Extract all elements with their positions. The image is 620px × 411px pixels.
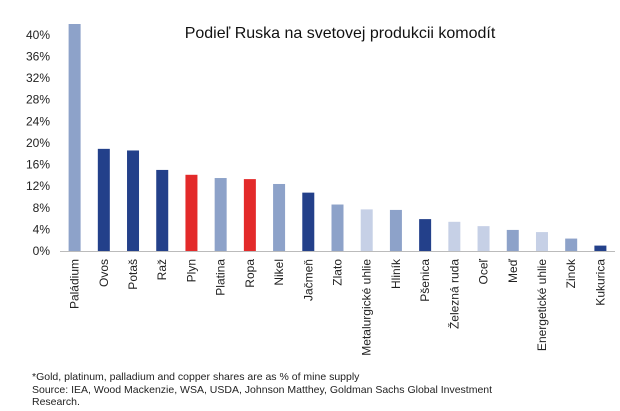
x-tick-label: Jačmeň <box>301 259 315 301</box>
chart-title: Podieľ Ruska na svetovej produkcii komod… <box>185 25 496 42</box>
y-tick-label: 36% <box>26 49 50 63</box>
x-axis-labels: Paládium Ovos Potaš Raž Plyn Platina Ropa Nikel… <box>68 258 608 356</box>
bar <box>448 221 461 251</box>
y-tick-label: 28% <box>26 93 50 107</box>
x-tick-label: Metalurgické uhlie <box>360 259 374 356</box>
source-line-2: Research. <box>32 396 80 408</box>
bar <box>419 219 432 251</box>
bar <box>565 238 578 251</box>
x-tick-label: Meď <box>506 258 520 283</box>
y-tick-label: 32% <box>26 71 50 85</box>
bar <box>594 245 607 251</box>
y-tick-label: 4% <box>33 222 51 236</box>
bar <box>68 24 81 251</box>
y-tick-label: 0% <box>33 244 51 258</box>
bar <box>360 209 373 251</box>
bar <box>302 192 315 251</box>
x-tick-label: Raž <box>155 259 169 280</box>
x-tick-label: Oceľ <box>477 259 491 285</box>
bars <box>68 24 607 251</box>
bar <box>477 226 490 251</box>
x-tick-label: Ovos <box>97 259 111 287</box>
bar <box>389 209 402 251</box>
x-tick-label: Plyn <box>184 259 198 282</box>
bar <box>535 232 548 251</box>
source-line-1: Source: IEA, Wood Mackenzie, WSA, USDA, … <box>32 384 493 396</box>
y-axis: 0% 4% 8% 12% 16% 20% 24% 28% 32% 36% 40% <box>26 28 50 258</box>
x-tick-label: Paládium <box>68 259 82 309</box>
bar <box>185 174 198 251</box>
y-tick-label: 16% <box>26 158 50 172</box>
y-tick-label: 8% <box>33 201 51 215</box>
x-tick-label: Hliník <box>389 258 403 289</box>
x-tick-label: Ropa <box>243 259 257 288</box>
bar <box>214 178 227 251</box>
x-tick-label: Železná ruda <box>446 259 461 329</box>
x-tick-label: Nikel <box>272 259 286 286</box>
bar <box>243 179 256 251</box>
bar <box>273 183 286 251</box>
y-tick-label: 12% <box>26 179 50 193</box>
x-tick-label: Kukurica <box>593 259 607 306</box>
x-tick-label: Zinok <box>564 258 578 288</box>
bar <box>97 148 110 251</box>
x-tick-label: Platina <box>214 259 228 296</box>
x-tick-label: Zlato <box>331 259 345 286</box>
y-tick-label: 24% <box>26 114 50 128</box>
y-tick-label: 40% <box>26 28 50 42</box>
x-tick-label: Energetické uhlie <box>535 259 549 351</box>
bar <box>331 204 344 251</box>
y-tick-label: 20% <box>26 136 50 150</box>
bar <box>506 229 519 251</box>
footnote: *Gold, platinum, palladium and copper sh… <box>32 371 360 383</box>
x-tick-label: Pšenica <box>418 259 432 302</box>
bar <box>156 169 169 251</box>
x-tick-label: Potaš <box>126 259 140 290</box>
bar <box>127 150 140 251</box>
